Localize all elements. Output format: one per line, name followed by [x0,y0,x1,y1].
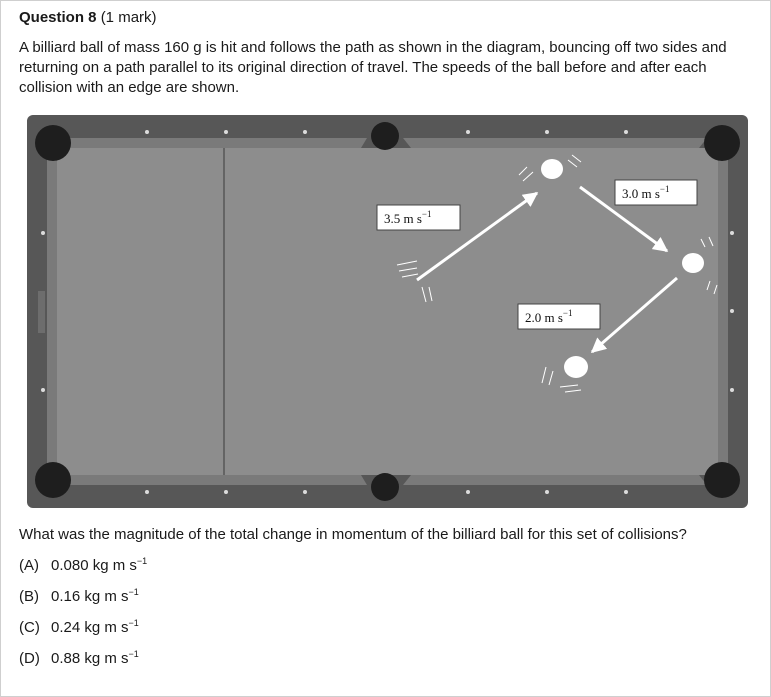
option-letter: (A) [19,557,39,574]
ball-right-cushion [682,253,704,273]
question-body: A billiard ball of mass 160 g is hit and… [19,39,727,96]
svg-text:2.0 m s−1: 2.0 m s−1 [525,308,573,325]
svg-text:3.5 m s−1: 3.5 m s−1 [384,209,432,226]
svg-text:3.0 m s−1: 3.0 m s−1 [622,184,670,201]
path-arrow-after-first-bounce [579,185,669,253]
pocket-top-middle [371,122,399,150]
speed-label-outgoing: 2.0 m s−1 [517,303,601,330]
option-exponent: −1 [128,649,139,659]
speed-exponent: −1 [660,184,670,194]
cushion-bottom-left [61,475,367,485]
answer-option-b[interactable]: (B) 0.16 kg m s−1 [19,587,139,606]
speed-label-incoming: 3.5 m s−1 [376,204,461,231]
ball-top-cushion [541,159,563,179]
cushion-left [47,153,57,471]
pocket-bottom-left [35,462,71,498]
speed-value: 3.0 [622,186,638,201]
option-letter: (D) [19,650,40,667]
option-exponent: −1 [128,618,139,628]
cushion-right [718,153,728,471]
pocket-bottom-middle [371,473,399,501]
option-letter: (B) [19,588,39,605]
pocket-bottom-right [704,462,740,498]
question-header: Question 8 (1 mark) [19,9,157,26]
cushion-bottom-right [403,475,707,485]
question-marks: (1 mark) [100,9,157,26]
speed-value: 3.5 [384,211,400,226]
option-value: 0.080 kg m s [51,557,137,574]
speed-exponent: −1 [422,209,432,219]
answer-option-c[interactable]: (C) 0.24 kg m s−1 [19,618,139,637]
cushion-top-left [61,138,367,148]
option-value: 0.24 kg m s [51,619,129,636]
speed-label-middle: 3.0 m s−1 [614,179,698,206]
speed-exponent: −1 [563,308,573,318]
ball-final [564,356,588,378]
question-prompt: What was the magnitude of the total chan… [19,526,687,543]
path-arrow-outgoing [590,276,678,354]
speed-unit: m s [545,310,563,325]
speed-value: 2.0 [525,310,541,325]
speed-unit: m s [642,186,660,201]
answer-option-a[interactable]: (A) 0.080 kg m s−1 [19,556,148,575]
pocket-top-right [704,125,740,161]
option-value: 0.16 kg m s [51,588,129,605]
table-felt [57,148,718,475]
option-exponent: −1 [128,587,139,597]
speed-unit: m s [404,211,422,226]
pocket-top-left [35,125,71,161]
path-arrow-incoming [416,191,539,282]
answer-option-d[interactable]: (D) 0.88 kg m s−1 [19,649,139,668]
billiard-table-diagram: 3.5 m s−1 3.0 m s−1 2.0 m s−1 [27,115,748,508]
cushion-top-right [403,138,707,148]
question-number: Question 8 [19,9,97,26]
option-exponent: −1 [136,556,148,566]
option-letter: (C) [19,619,40,636]
motion-marks [396,154,718,393]
option-value: 0.88 kg m s [51,650,129,667]
rail-plate [38,291,45,333]
